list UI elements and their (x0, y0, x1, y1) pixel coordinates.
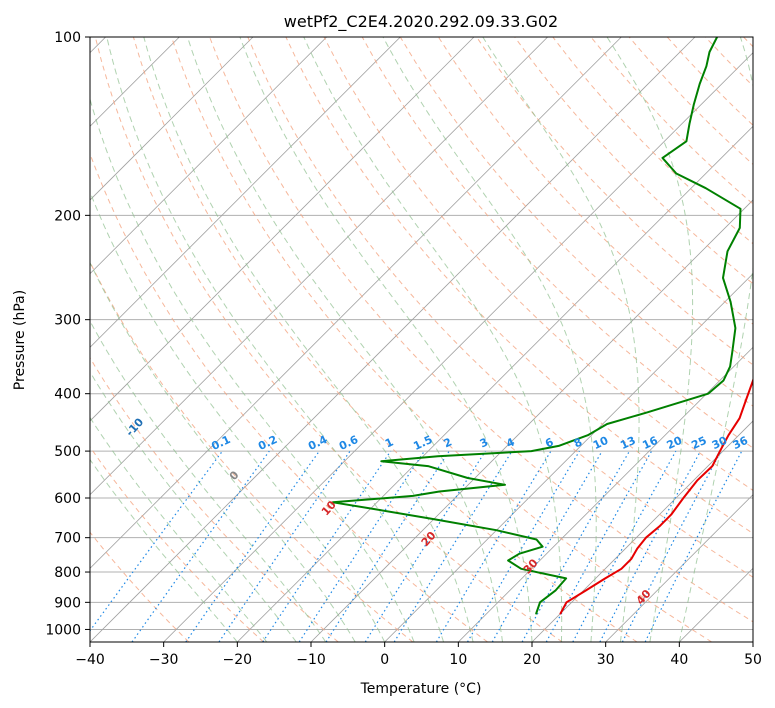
mixing-ratio-label: 13 (618, 434, 637, 452)
mixing-ratio-line (262, 450, 392, 642)
moist-adiabat (382, 37, 597, 642)
y-tick-label: 300 (54, 313, 81, 329)
temperature-profile (559, 377, 753, 615)
mixing-ratio-line (325, 450, 450, 642)
y-tick-label: 1000 (45, 622, 81, 638)
mixing-ratio-label: 20 (665, 434, 685, 452)
dry-adiabat (361, 37, 753, 449)
moist-adiabat (239, 37, 533, 642)
moist-adiabat (90, 261, 356, 642)
moist-adiabat (106, 37, 445, 642)
dry-adiabat (90, 260, 414, 642)
dry-adiabat (399, 37, 753, 407)
isotherm-line (458, 346, 753, 642)
y-tick-label: 100 (54, 30, 81, 46)
moist-adiabat (90, 190, 386, 642)
mixing-ratio-label: 25 (689, 434, 708, 452)
mixing-ratio-line (218, 450, 351, 642)
x-tick-label: 10 (449, 652, 467, 668)
x-tick-label: 0 (380, 652, 389, 668)
isotherm-line (531, 420, 753, 642)
y-tick-label: 200 (54, 208, 81, 224)
mixing-ratio-line (298, 450, 425, 642)
dry-adiabat (90, 446, 264, 642)
mixing-ratio-line (185, 450, 320, 642)
moist-adiabat (90, 320, 327, 642)
moist-adiabat (90, 416, 268, 642)
y-axis: 100 200 300 400 500 600 700 800 900 1000 (45, 30, 90, 638)
dry-adiabat (514, 37, 753, 285)
x-tick-label: −40 (75, 652, 105, 668)
isotherm-line (237, 125, 753, 642)
mixing-ratio-line (364, 450, 486, 642)
dry-adiabat (90, 152, 488, 642)
mixing-ratio-label: 16 (640, 434, 660, 452)
y-tick-label: 900 (54, 595, 81, 611)
guide-lines (90, 37, 753, 642)
x-tick-label: −30 (149, 652, 179, 668)
dry-adiabat (171, 37, 712, 642)
dry-adiabat (90, 531, 190, 642)
moist-adiabat (90, 458, 238, 642)
y-tick-label: 600 (54, 491, 81, 507)
x-axis: −40 −30 −20 −10 0 10 20 30 40 50 (75, 642, 762, 668)
mixing-ratio-label: 30 (710, 434, 730, 452)
plot-frame (89, 36, 754, 643)
moist-adiabat (482, 37, 640, 642)
isotherm-line (163, 52, 753, 642)
moist-adiabat (90, 97, 415, 642)
isotherm-line (90, 37, 622, 569)
dry-adiabat (247, 37, 753, 578)
moist-adiabat (90, 370, 297, 642)
dewpoint-profile (331, 37, 742, 615)
mixing-ratio-line (393, 450, 513, 642)
moist-adiabat (678, 37, 753, 642)
dry-adiabat (132, 37, 638, 642)
x-tick-label: 40 (670, 652, 688, 668)
mixing-ratio-line (572, 450, 677, 642)
chart-title: wetPf2_C2E4.2020.292.09.33.G02 (284, 12, 558, 32)
plot-area (90, 37, 753, 642)
moist-adiabat (187, 37, 503, 642)
moist-adiabat (606, 37, 694, 642)
isotherm-line (605, 494, 753, 642)
x-tick-label: 20 (523, 652, 541, 668)
isotherm-line (90, 37, 548, 496)
mixing-ratio-line (435, 450, 552, 642)
x-tick-label: −20 (223, 652, 253, 668)
isotherm-line (90, 37, 254, 201)
isotherm-line (90, 37, 401, 348)
moist-adiabat (143, 37, 474, 642)
isotherm-line (90, 37, 696, 642)
mixing-ratio-label: 36 (731, 434, 751, 452)
x-tick-label: −10 (296, 652, 326, 668)
y-tick-label: 800 (54, 565, 81, 581)
moist-adiabat (303, 37, 563, 642)
dry-adiabat (209, 37, 753, 623)
y-axis-label: Pressure (hPa) (12, 290, 28, 390)
dry-adiabat (94, 37, 563, 642)
x-tick-label: 50 (744, 652, 762, 668)
x-tick-label: 30 (597, 652, 615, 668)
isotherm-line (384, 273, 753, 642)
y-tick-label: 400 (54, 387, 81, 403)
x-axis-label: Temperature (°C) (360, 681, 482, 697)
mixing-ratio-line (599, 450, 702, 642)
y-tick-label: 700 (54, 531, 81, 547)
series-lines (331, 37, 753, 615)
y-tick-label: 500 (54, 444, 81, 460)
mixing-ratio-label: 10 (591, 434, 611, 452)
isotherm-line (90, 37, 475, 422)
isotherm-line (90, 37, 327, 275)
